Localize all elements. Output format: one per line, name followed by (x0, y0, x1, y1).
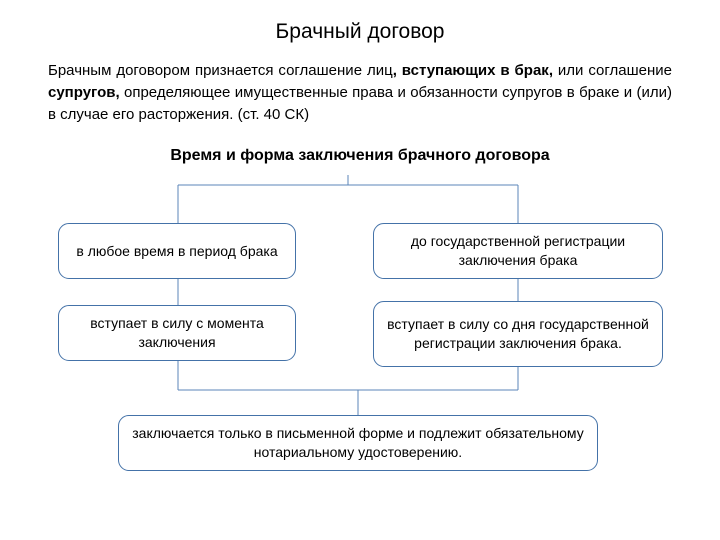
box-effective-from-conclusion: вступает в силу с момента заключения (58, 305, 296, 361)
description-paragraph: Брачным договором признается соглашение … (48, 60, 672, 125)
page-title: Брачный договор (48, 20, 672, 44)
desc-part-3: или соглашение (553, 62, 672, 79)
box-written-notarized: заключается только в письменной форме и … (118, 415, 598, 471)
box-during-marriage: в любое время в период брака (58, 223, 296, 279)
diagram-subtitle: Время и форма заключения брачного догово… (48, 147, 672, 165)
desc-part-5: определяющее имущественные права и обяза… (48, 84, 672, 123)
box-effective-from-registration: вступает в силу со дня государственной р… (373, 301, 663, 367)
box-before-registration: до государственной регистрации заключени… (373, 223, 663, 279)
desc-part-1: Брачным договором признается соглашение … (48, 62, 393, 79)
desc-part-2-bold: , вступающих в брак, (393, 62, 553, 79)
desc-part-4-bold: супругов, (48, 84, 120, 101)
diagram-container: в любое время в период брака вступает в … (48, 175, 672, 495)
